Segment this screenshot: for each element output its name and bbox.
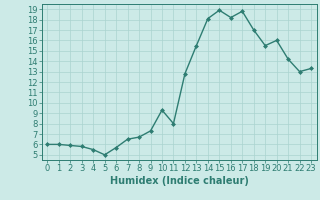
X-axis label: Humidex (Indice chaleur): Humidex (Indice chaleur) <box>110 176 249 186</box>
